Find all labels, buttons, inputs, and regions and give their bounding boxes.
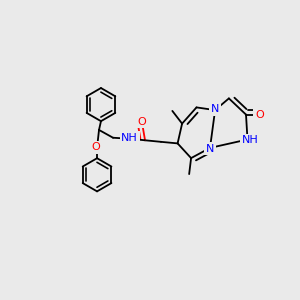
- Text: O: O: [92, 142, 100, 152]
- Text: NH: NH: [242, 135, 258, 146]
- Text: N: N: [211, 104, 219, 114]
- Text: O: O: [138, 117, 146, 127]
- Text: N: N: [206, 144, 214, 154]
- Text: NH: NH: [121, 133, 138, 142]
- Text: O: O: [255, 110, 264, 120]
